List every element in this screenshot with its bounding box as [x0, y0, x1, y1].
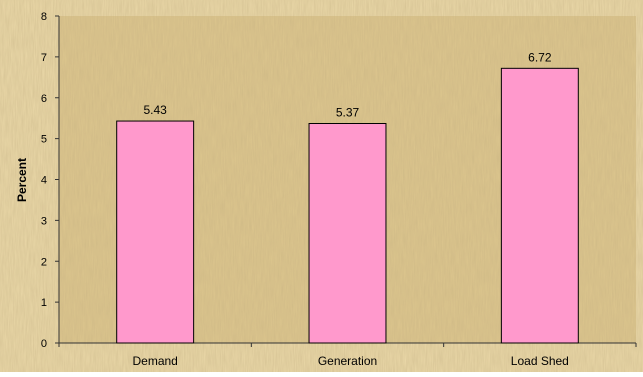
- x-tick-label: Demand: [132, 354, 177, 368]
- y-tick-label: 2: [41, 256, 47, 268]
- y-tick-label: 5: [41, 134, 47, 146]
- x-tick-label: Generation: [318, 354, 377, 368]
- y-tick-label: 6: [41, 93, 47, 105]
- data-label: 5.37: [336, 106, 360, 120]
- y-axis-title: Percent: [15, 158, 29, 202]
- bar-demand: [116, 120, 195, 344]
- y-tick-label: 0: [41, 338, 47, 350]
- bar-generation: [308, 123, 387, 344]
- y-tick-label: 1: [41, 297, 47, 309]
- x-tick-label: Load Shed: [511, 354, 569, 368]
- y-axis: 0 1 2 3 4 5 6 7 8: [41, 11, 60, 350]
- data-label: 6.72: [528, 50, 552, 64]
- bar-series: 5.43 5.37 6.72: [116, 50, 579, 344]
- y-tick-label: 3: [41, 215, 47, 227]
- bar-load-shed: [500, 67, 579, 344]
- data-label: 5.43: [143, 103, 167, 117]
- y-tick-label: 4: [41, 175, 47, 187]
- y-tick-label: 8: [41, 11, 47, 23]
- y-tick-label: 7: [41, 52, 47, 64]
- x-axis: Demand Generation Load Shed: [58, 342, 637, 368]
